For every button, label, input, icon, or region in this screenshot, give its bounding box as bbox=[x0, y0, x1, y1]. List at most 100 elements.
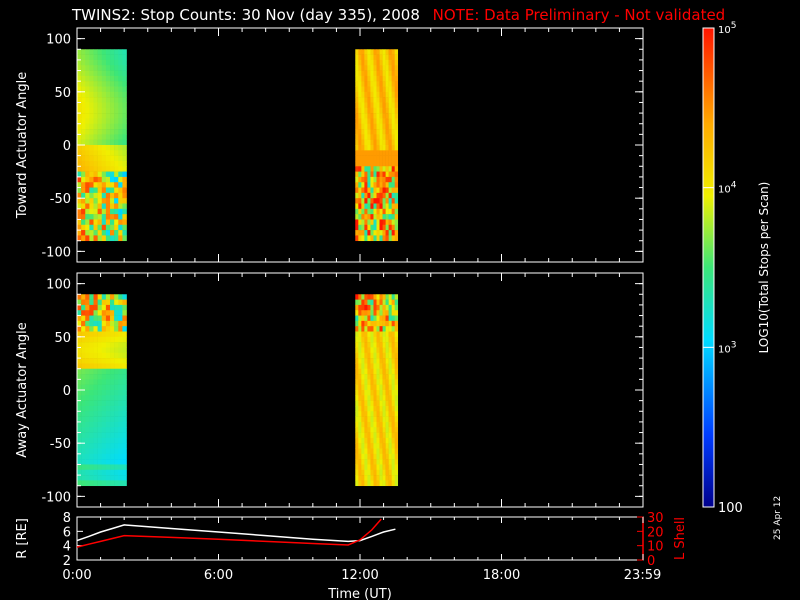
heatmap-cell bbox=[367, 192, 371, 199]
heatmap-cell bbox=[81, 347, 86, 354]
heatmap-cell bbox=[122, 411, 127, 417]
heatmap-cell bbox=[364, 129, 368, 135]
heatmap-cell bbox=[385, 118, 389, 125]
heatmap-cell bbox=[118, 320, 123, 327]
heatmap-cell bbox=[364, 91, 368, 98]
heatmap-cell bbox=[364, 400, 368, 407]
heatmap-cell bbox=[118, 49, 123, 55]
heatmap-cell bbox=[361, 352, 365, 359]
heatmap-cell bbox=[77, 416, 82, 423]
heatmap-cell bbox=[101, 198, 107, 204]
heatmap-cell bbox=[394, 421, 399, 428]
heatmap-cell bbox=[382, 299, 386, 306]
heatmap-cell bbox=[361, 145, 365, 151]
heatmap-cell bbox=[93, 469, 98, 476]
heatmap-cell bbox=[97, 475, 103, 481]
heatmap-cell bbox=[391, 416, 395, 423]
heatmap-cell bbox=[110, 358, 115, 364]
heatmap-cell bbox=[110, 139, 115, 146]
heatmap-cell bbox=[114, 427, 119, 433]
heatmap-cell bbox=[358, 379, 362, 385]
heatmap-cell bbox=[388, 208, 392, 215]
heatmap-cell bbox=[367, 113, 371, 119]
heatmap-cell bbox=[105, 198, 111, 204]
heatmap-cell bbox=[85, 198, 90, 204]
heatmap-cell bbox=[101, 448, 107, 455]
heatmap-cell bbox=[97, 368, 103, 375]
heatmap-cell bbox=[97, 331, 103, 338]
heatmap-cell bbox=[364, 326, 368, 332]
heatmap-cell bbox=[361, 448, 365, 455]
heatmap-cell bbox=[101, 230, 107, 236]
heatmap-cell bbox=[376, 379, 380, 385]
heatmap-cell bbox=[379, 315, 383, 322]
heatmap-cell bbox=[85, 480, 90, 487]
heatmap-cell bbox=[114, 118, 119, 125]
heatmap-cell bbox=[77, 107, 82, 114]
heatmap-cell bbox=[370, 139, 374, 146]
heatmap-cell bbox=[364, 187, 368, 194]
heatmap-cell bbox=[85, 235, 90, 242]
heatmap-cell bbox=[89, 384, 94, 391]
heatmap-cell bbox=[361, 155, 365, 162]
heatmap-cell bbox=[89, 390, 94, 396]
heatmap-cell bbox=[122, 171, 127, 178]
heatmap-cell bbox=[379, 427, 383, 433]
heatmap-cell bbox=[89, 160, 94, 167]
heatmap-cell bbox=[93, 235, 98, 242]
heatmap-cell bbox=[81, 150, 86, 156]
heatmap-cell bbox=[373, 421, 377, 428]
heatmap-cell bbox=[101, 97, 107, 103]
heatmap-cell bbox=[388, 187, 392, 194]
heatmap-cell bbox=[114, 390, 119, 396]
heatmap-cell bbox=[97, 192, 103, 199]
heatmap-cell bbox=[77, 208, 82, 215]
heatmap-cell bbox=[385, 390, 389, 396]
heatmap-cell bbox=[122, 166, 127, 172]
heatmap-cell bbox=[118, 469, 123, 476]
heatmap-cell bbox=[382, 198, 386, 204]
heatmap-cell bbox=[379, 139, 383, 146]
heatmap-cell bbox=[355, 176, 359, 183]
heatmap-cell bbox=[376, 411, 380, 417]
heatmap-cell bbox=[110, 363, 115, 370]
heatmap-cell bbox=[97, 203, 103, 210]
heatmap-cell bbox=[122, 400, 127, 407]
heatmap-cell bbox=[376, 171, 380, 178]
heatmap-cell bbox=[110, 448, 115, 455]
heatmap-cell bbox=[122, 294, 127, 300]
heatmap-cell bbox=[379, 224, 383, 231]
heatmap-cell bbox=[370, 219, 374, 226]
heatmap-cell bbox=[77, 187, 82, 194]
heatmap-cell bbox=[391, 49, 395, 55]
heatmap-cell bbox=[364, 214, 368, 220]
heatmap-cell bbox=[81, 443, 86, 449]
heatmap-cell bbox=[382, 81, 386, 87]
heatmap-cell bbox=[358, 416, 362, 423]
heatmap-cell bbox=[77, 65, 82, 71]
heatmap-cell bbox=[391, 91, 395, 98]
heatmap-cell bbox=[114, 475, 119, 481]
heatmap-cell bbox=[379, 102, 383, 109]
heatmap-cell bbox=[355, 91, 359, 98]
heatmap-cell bbox=[105, 469, 111, 476]
x-tick-label: 12:00 bbox=[341, 568, 378, 583]
heatmap-cell bbox=[77, 70, 82, 77]
colorbar-gradient bbox=[702, 27, 715, 508]
heatmap-cell bbox=[101, 59, 107, 66]
heatmap-cell bbox=[382, 464, 386, 471]
heatmap-cell bbox=[379, 395, 383, 401]
heatmap-cell bbox=[122, 416, 127, 423]
heatmap-cell bbox=[77, 118, 82, 125]
heatmap-cell bbox=[361, 453, 365, 460]
heatmap-cell bbox=[376, 230, 380, 236]
heatmap-cell bbox=[382, 182, 386, 188]
heatmap-cell bbox=[385, 448, 389, 455]
heatmap-cell bbox=[382, 176, 386, 183]
heatmap-cell bbox=[379, 235, 383, 242]
colorbar-tick-label: 105 bbox=[718, 21, 736, 36]
heatmap-cell bbox=[105, 70, 111, 77]
heatmap-cell bbox=[93, 86, 98, 93]
heatmap-cell bbox=[93, 118, 98, 125]
heatmap-cell bbox=[81, 374, 86, 380]
